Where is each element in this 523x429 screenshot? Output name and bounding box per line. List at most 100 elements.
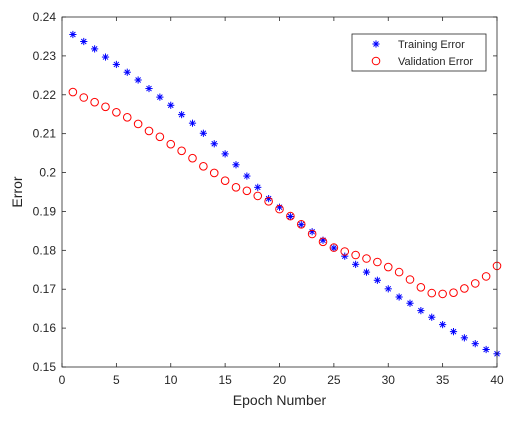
point-validation-error [405,275,415,284]
point-training-error [373,276,381,284]
x-axis-label: Epoch Number [233,392,327,408]
point-validation-error [133,119,143,129]
point-training-error [439,321,447,329]
x-tick-label: 5 [113,373,120,387]
point-training-error [449,328,458,336]
point-training-error [134,76,142,84]
point-validation-error [460,284,469,293]
point-validation-error [329,243,339,252]
point-validation-error [242,186,252,196]
y-tick-label: 0.23 [33,49,57,63]
point-validation-error [220,176,230,186]
legend-asterisk [372,40,380,48]
point-validation-error [275,204,284,214]
y-tick-label: 0.19 [33,204,57,218]
point-validation-error [286,211,295,221]
point-validation-error [166,139,176,149]
x-tick-label: 15 [218,373,232,387]
x-tick-label: 35 [436,373,450,387]
point-validation-error [209,168,219,178]
point-validation-error [470,279,480,288]
x-tick-label: 20 [273,373,287,387]
point-training-error [123,68,131,76]
point-training-error [199,129,207,137]
y-tick-label: 0.17 [33,282,57,296]
point-training-error [362,268,371,276]
y-tick-label: 0.21 [33,127,57,141]
point-validation-error [112,107,121,117]
point-training-error [80,37,88,46]
point-validation-error [188,153,197,163]
x-tick-label: 0 [59,373,66,387]
point-validation-error [362,254,371,263]
y-tick-label: 0.2 [39,166,56,180]
point-validation-error [394,267,404,277]
point-validation-error [122,113,132,122]
point-validation-error [155,132,165,142]
point-validation-error [438,289,447,299]
point-training-error [341,252,349,260]
point-validation-error [90,97,99,107]
x-tick-label: 10 [164,373,178,387]
y-tick-label: 0.24 [33,10,57,24]
x-tick-label: 25 [327,373,341,387]
legend-label-training-error: Training Error [398,39,465,51]
point-training-error [330,244,338,252]
point-training-error [91,45,99,53]
point-training-error [460,334,468,342]
point-training-error [406,299,414,307]
point-training-error [428,313,436,321]
y-tick-label: 0.22 [33,88,57,102]
point-training-error [395,293,403,301]
point-training-error [188,119,197,127]
point-validation-error [177,146,186,156]
x-tick-label: 30 [382,373,396,387]
y-axis-label: Error [9,176,25,207]
point-training-error [243,172,251,180]
point-training-error [471,340,479,348]
point-training-error [167,101,175,109]
point-validation-error [318,237,328,247]
y-tick-label: 0.18 [33,243,57,257]
legend-marker-training-error [372,40,380,48]
point-validation-error [296,219,306,229]
legend-marker-validation-error [371,56,381,66]
point-validation-error [351,250,360,260]
point-validation-error [79,93,89,102]
point-training-error [101,53,110,61]
point-training-error [178,111,186,119]
point-validation-error [383,262,393,272]
point-validation-error [427,288,437,298]
point-training-error [417,307,425,315]
point-training-error [286,212,294,221]
point-validation-error [416,282,426,292]
point-training-error [221,150,229,158]
legend-label-validation-error: Validation Error [398,56,473,68]
point-validation-error [199,162,208,171]
point-validation-error [264,197,273,206]
point-validation-error [307,229,317,239]
legend-circle [371,56,381,66]
point-training-error [384,285,392,293]
y-tick-label: 0.16 [33,321,57,335]
x-axis-ticks: 0 5 10 15 20 25 30 35 40 [59,17,504,387]
point-training-error [112,60,120,69]
point-validation-error [373,257,382,267]
y-tick-label: 0.15 [33,360,57,374]
point-training-error [145,84,153,93]
point-training-error [232,161,240,169]
point-validation-error [340,247,350,256]
point-validation-error [144,126,154,136]
point-training-error [352,260,360,268]
point-validation-error [101,102,110,112]
x-tick-label: 40 [490,373,504,387]
point-validation-error [481,272,491,281]
point-validation-error [253,191,263,201]
point-training-error [254,183,262,191]
point-validation-error [449,288,458,298]
point-training-error [482,345,490,354]
point-training-error [69,30,77,39]
point-validation-error [231,183,241,192]
